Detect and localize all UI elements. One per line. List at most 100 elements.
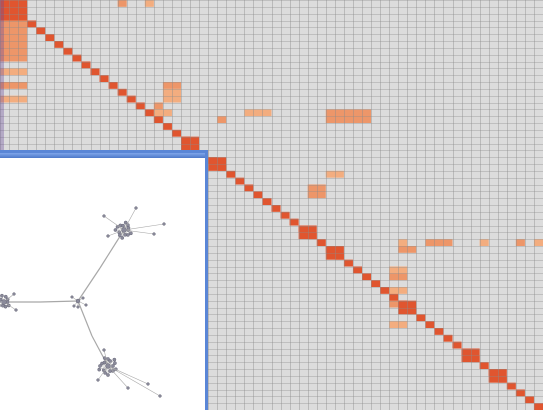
matrix-highlight-cell[interactable] bbox=[0, 95, 28, 103]
matrix-highlight-cell[interactable] bbox=[479, 239, 489, 246]
matrix-diagonal-block[interactable] bbox=[181, 136, 200, 151]
graph-node[interactable] bbox=[121, 223, 125, 228]
matrix-highlight-cell[interactable] bbox=[425, 239, 453, 246]
graph-node[interactable] bbox=[111, 364, 115, 368]
graph-node[interactable] bbox=[102, 360, 107, 365]
graph-node[interactable] bbox=[162, 222, 166, 226]
matrix-highlight-cell[interactable] bbox=[515, 239, 525, 246]
matrix-highlight-cell[interactable] bbox=[117, 0, 127, 7]
matrix-highlight-cell[interactable] bbox=[325, 170, 344, 178]
graph-node[interactable] bbox=[70, 295, 74, 299]
graph-node[interactable] bbox=[81, 296, 85, 300]
matrix-highlight-cell[interactable] bbox=[217, 116, 227, 123]
matrix-highlight-cell[interactable] bbox=[244, 109, 272, 117]
matrix-diagonal-cell[interactable] bbox=[117, 88, 127, 96]
graph-window-titlebar[interactable] bbox=[0, 153, 205, 158]
matrix-diagonal-block[interactable] bbox=[0, 0, 28, 21]
graph-node[interactable] bbox=[14, 308, 18, 312]
node-link-graph[interactable] bbox=[0, 158, 205, 410]
graph-node[interactable] bbox=[158, 394, 162, 398]
graph-hub-node[interactable] bbox=[75, 298, 81, 304]
matrix-highlight-cell[interactable] bbox=[533, 239, 543, 246]
graph-node[interactable] bbox=[102, 214, 106, 218]
matrix-diagonal-cell[interactable] bbox=[226, 170, 236, 178]
matrix-diagonal-cell[interactable] bbox=[144, 109, 154, 117]
matrix-diagonal-cell[interactable] bbox=[443, 334, 453, 342]
matrix-highlight-cell[interactable] bbox=[398, 239, 408, 246]
graph-node[interactable] bbox=[120, 236, 125, 240]
matrix-diagonal-cell[interactable] bbox=[27, 20, 37, 28]
matrix-diagonal-block[interactable] bbox=[488, 369, 507, 383]
matrix-highlight-cell[interactable] bbox=[153, 102, 163, 110]
matrix-diagonal-cell[interactable] bbox=[45, 34, 55, 41]
matrix-diagonal-cell[interactable] bbox=[515, 389, 525, 397]
graph-node[interactable] bbox=[96, 378, 100, 382]
matrix-diagonal-cell[interactable] bbox=[253, 191, 263, 199]
graph-node[interactable] bbox=[72, 304, 76, 308]
matrix-highlight-cell[interactable] bbox=[162, 82, 181, 89]
matrix-diagonal-cell[interactable] bbox=[280, 211, 290, 219]
graph-node[interactable] bbox=[152, 232, 156, 236]
graph-node[interactable] bbox=[106, 234, 110, 238]
matrix-diagonal-cell[interactable] bbox=[380, 287, 390, 294]
matrix-diagonal-cell[interactable] bbox=[99, 75, 109, 82]
matrix-diagonal-cell[interactable] bbox=[479, 362, 489, 369]
graph-node[interactable] bbox=[97, 367, 102, 372]
graph-node[interactable] bbox=[123, 220, 128, 225]
graph-node[interactable] bbox=[98, 364, 102, 368]
matrix-diagonal-cell[interactable] bbox=[126, 95, 136, 103]
matrix-diagonal-block[interactable] bbox=[325, 246, 344, 260]
graph-node[interactable] bbox=[12, 292, 16, 296]
matrix-diagonal-cell[interactable] bbox=[235, 177, 245, 185]
graph-cluster-center-node[interactable] bbox=[105, 363, 111, 369]
graph-node[interactable] bbox=[108, 369, 112, 373]
matrix-diagonal-cell[interactable] bbox=[289, 218, 299, 226]
graph-node[interactable] bbox=[84, 303, 88, 307]
matrix-diagonal-cell[interactable] bbox=[352, 266, 362, 274]
matrix-diagonal-cell[interactable] bbox=[271, 205, 281, 212]
graph-node[interactable] bbox=[113, 361, 117, 365]
graph-node[interactable] bbox=[117, 233, 122, 238]
matrix-diagonal-cell[interactable] bbox=[135, 102, 145, 110]
matrix-diagonal-cell[interactable] bbox=[434, 328, 444, 335]
matrix-diagonal-cell[interactable] bbox=[416, 314, 426, 322]
graph-node[interactable] bbox=[134, 206, 138, 210]
node-link-graph-window[interactable] bbox=[0, 150, 208, 410]
graph-node[interactable] bbox=[129, 231, 133, 236]
matrix-diagonal-cell[interactable] bbox=[371, 280, 381, 287]
matrix-diagonal-cell[interactable] bbox=[533, 403, 543, 410]
matrix-diagonal-cell[interactable] bbox=[108, 82, 118, 89]
matrix-diagonal-cell[interactable] bbox=[506, 382, 516, 390]
matrix-diagonal-cell[interactable] bbox=[90, 68, 100, 76]
graph-node[interactable] bbox=[108, 359, 112, 363]
matrix-diagonal-cell[interactable] bbox=[153, 116, 163, 123]
matrix-diagonal-cell[interactable] bbox=[452, 341, 462, 349]
matrix-diagonal-cell[interactable] bbox=[425, 321, 435, 328]
graph-cluster-center-node[interactable] bbox=[121, 227, 127, 233]
matrix-diagonal-cell[interactable] bbox=[36, 27, 46, 35]
graph-node[interactable] bbox=[102, 348, 106, 352]
graph-node[interactable] bbox=[0, 293, 4, 298]
matrix-highlight-cell[interactable] bbox=[0, 82, 28, 89]
matrix-diagonal-cell[interactable] bbox=[162, 123, 172, 130]
matrix-highlight-cell[interactable] bbox=[153, 109, 172, 117]
matrix-highlight-cell[interactable] bbox=[162, 88, 181, 103]
graph-node[interactable] bbox=[3, 294, 8, 299]
graph-node[interactable] bbox=[112, 357, 117, 362]
matrix-diagonal-cell[interactable] bbox=[63, 47, 73, 55]
matrix-diagonal-cell[interactable] bbox=[81, 61, 91, 69]
matrix-highlight-cell[interactable] bbox=[325, 109, 372, 123]
matrix-diagonal-cell[interactable] bbox=[54, 41, 64, 48]
graph-node[interactable] bbox=[0, 297, 3, 302]
graph-node[interactable] bbox=[123, 232, 127, 237]
matrix-diagonal-cell[interactable] bbox=[316, 239, 326, 246]
matrix-diagonal-cell[interactable] bbox=[343, 259, 353, 267]
graph-node[interactable] bbox=[146, 382, 150, 386]
matrix-diagonal-cell[interactable] bbox=[389, 293, 399, 301]
matrix-diagonal-cell[interactable] bbox=[524, 396, 534, 404]
graph-node[interactable] bbox=[113, 228, 118, 232]
matrix-diagonal-cell[interactable] bbox=[262, 198, 272, 205]
matrix-highlight-cell[interactable] bbox=[0, 68, 28, 76]
graph-cluster-center-node[interactable] bbox=[1, 299, 7, 305]
matrix-diagonal-cell[interactable] bbox=[171, 129, 181, 137]
